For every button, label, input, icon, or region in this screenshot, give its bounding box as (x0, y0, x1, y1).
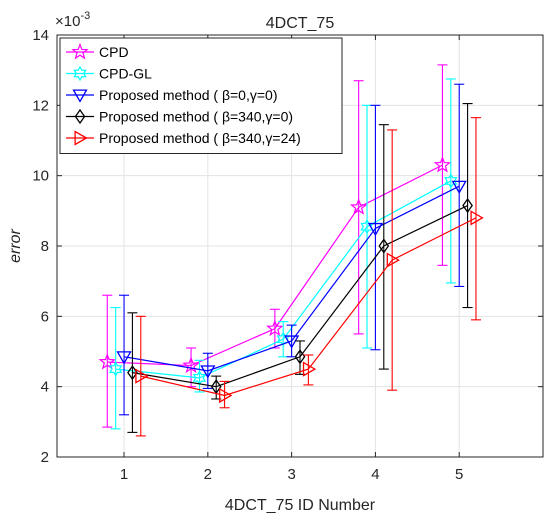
legend-marker (72, 89, 88, 103)
data-point (433, 155, 452, 173)
legend-label: Proposed method ( β=0,γ=0) (99, 87, 278, 103)
y-axis-exponent-power: -3 (80, 10, 90, 22)
y-tick-label: 6 (41, 308, 49, 325)
y-axis-exponent: ×10-3 (55, 10, 90, 30)
y-axis-label: error (7, 228, 24, 262)
data-point (444, 173, 458, 189)
x-tick-label: 2 (204, 466, 212, 483)
series-hexagram (108, 78, 458, 430)
data-point (302, 361, 317, 377)
data-point (266, 319, 284, 337)
data-point (108, 361, 123, 377)
legend: CPD CPD-GL Proposed method ( β=0,γ=0) Propo… (59, 37, 343, 154)
legend-label: Proposed method ( β=340,γ=0) (99, 109, 293, 125)
legend-label: Proposed method ( β=340,γ=24) (99, 130, 301, 146)
y-tick-label: 2 (41, 449, 49, 466)
data-point (200, 365, 216, 379)
y-tick-label: 14 (32, 27, 49, 44)
y-tick-label: 4 (41, 379, 49, 396)
data-point (219, 387, 233, 404)
y-tick-label: 12 (32, 97, 49, 114)
y-tick-label: 8 (41, 238, 49, 255)
x-tick-label: 1 (120, 466, 128, 483)
y-axis-exponent-base: ×10 (55, 13, 80, 30)
series-star (98, 64, 452, 428)
data-point (451, 180, 467, 195)
legend-marker (71, 42, 89, 60)
data-point (386, 252, 400, 268)
x-tick-label: 5 (455, 466, 463, 483)
legend-marker (74, 130, 88, 146)
data-point (378, 238, 390, 254)
data-point (135, 368, 149, 384)
data-point (98, 352, 117, 370)
data-point (367, 222, 384, 237)
data-point (470, 210, 484, 226)
data-point (294, 349, 306, 365)
data-point (116, 351, 132, 365)
chart-title: 4DCT_75 (266, 15, 335, 32)
x-tick-label: 4 (371, 466, 379, 483)
legend-marker (73, 65, 87, 82)
legend-marker (74, 108, 86, 125)
y-tick-label: 10 (32, 168, 49, 185)
data-point (284, 335, 300, 349)
x-tick-label: 3 (287, 466, 295, 483)
series-layer (98, 64, 484, 437)
series-triangle-right (135, 117, 484, 437)
legend-label: CPD (99, 44, 129, 60)
data-point (182, 356, 200, 374)
x-axis-label: 4DCT_75 ID Number (225, 497, 376, 514)
legend-box (59, 37, 343, 154)
data-point (462, 197, 473, 214)
series-diamond (127, 103, 473, 433)
series-triangle-down (116, 83, 467, 416)
legend-label: CPD-GL (99, 66, 152, 82)
data-point (349, 198, 368, 215)
